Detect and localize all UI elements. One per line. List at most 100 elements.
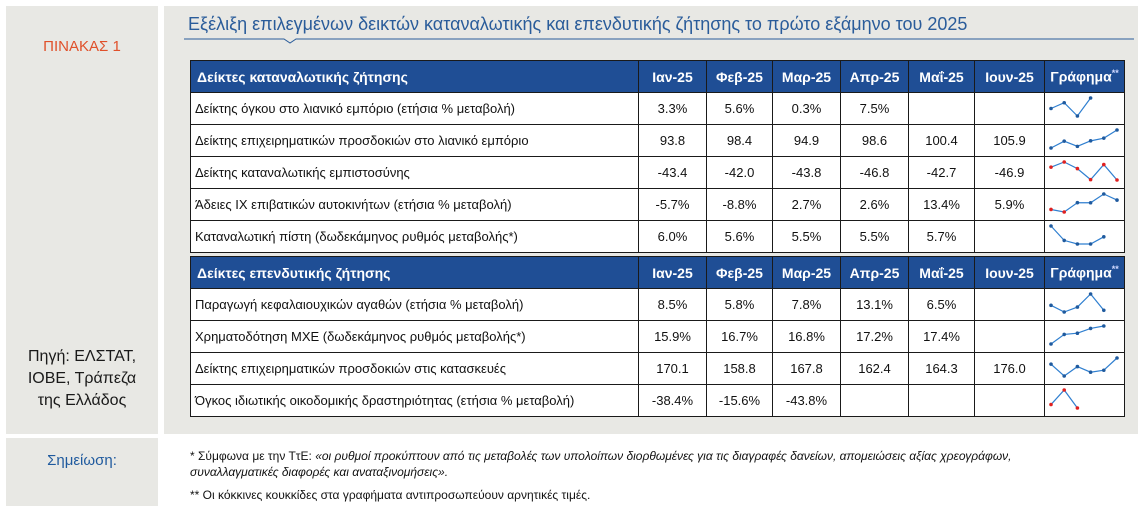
- value-cell: 164.3: [908, 352, 975, 385]
- sparkline-cell: [1044, 352, 1125, 385]
- value-cell: -38.4%: [638, 384, 707, 417]
- sparkline-cell: [1044, 124, 1125, 157]
- value-cell: 3.3%: [638, 92, 707, 125]
- table-row: Όγκος ιδιωτικής οικοδομικής δραστηριότητ…: [190, 384, 1125, 417]
- month-header: Φεβ-25: [706, 256, 773, 289]
- indicator-label: Δείκτης επιχειρηματικών προσδοκιών στις …: [190, 352, 639, 385]
- sparkline-point: [1102, 136, 1106, 140]
- value-cell: 93.8: [638, 124, 707, 157]
- sparkline-point: [1049, 362, 1053, 366]
- sparkline-point: [1088, 370, 1093, 375]
- title-underline: [184, 38, 1134, 44]
- value-cell: 0.3%: [772, 92, 841, 125]
- sparkline-cell: [1044, 220, 1125, 253]
- value-cell: 5.6%: [706, 92, 773, 125]
- sparkline-cell: [1044, 384, 1125, 417]
- sparkline-point: [1075, 331, 1080, 335]
- value-cell: -5.7%: [638, 188, 707, 221]
- value-cell: 8.5%: [638, 288, 707, 321]
- value-cell: 7.5%: [840, 92, 909, 125]
- sparkline-point: [1075, 144, 1080, 149]
- table-label: ΠΙΝΑΚΑΣ 1: [43, 38, 121, 55]
- value-cell: 5.8%: [706, 288, 773, 321]
- sparkline-point: [1075, 364, 1080, 369]
- sparkline-point: [1049, 303, 1053, 308]
- indicator-label: Δείκτης όγκου στο λιανικό εμπόριο (ετήσι…: [190, 92, 639, 125]
- sparkline-point: [1075, 242, 1080, 246]
- sparkline-cell: [1044, 156, 1125, 189]
- sparkline-point: [1102, 308, 1106, 313]
- sparkline-point: [1062, 310, 1066, 314]
- value-cell: 17.2%: [840, 320, 909, 353]
- month-header: Μαρ-25: [772, 256, 841, 289]
- sparkline-point: [1115, 198, 1119, 202]
- sparkline-line: [1050, 193, 1118, 213]
- table-row: Καταναλωτική πίστη (δωδεκάμηνος ρυθμός μ…: [190, 220, 1125, 253]
- sparkline-point: [1088, 96, 1093, 100]
- sparkline-point: [1049, 207, 1053, 212]
- value-cell: -46.9: [974, 156, 1045, 189]
- value-cell: 2.7%: [772, 188, 841, 221]
- value-cell: 105.9: [974, 124, 1045, 157]
- sparkline-cell: [1044, 92, 1125, 125]
- month-header: Μαρ-25: [772, 60, 841, 93]
- sparkline-point: [1102, 235, 1106, 239]
- value-cell: 13.1%: [840, 288, 909, 321]
- value-cell: 13.4%: [908, 188, 975, 221]
- value-cell: 17.4%: [908, 320, 975, 353]
- table-row: Δείκτης επιχειρηματικών προσδοκιών στο λ…: [190, 124, 1125, 157]
- value-cell: [908, 92, 975, 125]
- sparkline-chart: [1049, 224, 1106, 246]
- sparkline-line: [1050, 129, 1118, 149]
- sparkline-point: [1075, 114, 1080, 118]
- table-row: Δείκτης καταναλωτικής εμπιστοσύνης -43.4-…: [190, 156, 1125, 189]
- value-cell: [974, 220, 1045, 253]
- value-cell: 162.4: [840, 352, 909, 385]
- sparkline-point: [1115, 128, 1119, 132]
- source-line-1: Πηγή: ΕΛΣΤΑΤ,: [27, 348, 137, 365]
- sparkline-chart: [1049, 356, 1119, 378]
- chart-header-label: Γράφημα: [1050, 68, 1112, 85]
- month-header: Ιαν-25: [638, 60, 707, 93]
- consumer-demand-table: Δείκτες καταναλωτικής ζήτησης Ιαν-25 Φεβ…: [190, 60, 1125, 253]
- sparkline-chart: [1049, 192, 1119, 214]
- value-cell: 6.0%: [638, 220, 707, 253]
- sparkline-point: [1075, 166, 1080, 171]
- sparkline-point: [1102, 368, 1106, 373]
- sparkline-point: [1049, 342, 1053, 346]
- sparkline-point: [1049, 224, 1053, 228]
- source-note: Πηγή: ΕΛΣΤΑΤ, ΙΟΒΕ, Τράπεζα της Ελλάδος: [6, 346, 158, 412]
- value-cell: 15.9%: [638, 320, 707, 353]
- value-cell: [974, 384, 1045, 417]
- consumer-header: Δείκτες καταναλωτικής ζήτησης: [190, 60, 639, 93]
- month-header: Απρ-25: [840, 256, 909, 289]
- value-cell: 98.6: [840, 124, 909, 157]
- footnote-1-quote: «οι ρυθμοί προκύπτουν από τις μεταβολές …: [190, 449, 1012, 479]
- value-cell: 167.8: [772, 352, 841, 385]
- sparkline-cell: [1044, 188, 1125, 221]
- value-cell: 16.7%: [706, 320, 773, 353]
- value-cell: 98.4: [706, 124, 773, 157]
- value-cell: 5.7%: [908, 220, 975, 253]
- value-cell: 5.5%: [772, 220, 841, 253]
- footnote-1-prefix: * Σύμφωνα με την ΤτΕ:: [190, 449, 316, 463]
- sparkline-point: [1088, 177, 1093, 182]
- sparkline-cell: [1044, 288, 1125, 321]
- sparkline-point: [1088, 242, 1093, 246]
- indicator-label: Δείκτης επιχειρηματικών προσδοκιών στο λ…: [190, 124, 639, 157]
- sparkline-point: [1062, 160, 1066, 164]
- sparkline-chart: [1049, 388, 1080, 410]
- sparkline-point: [1102, 324, 1106, 328]
- sparkline-cell: [1044, 320, 1125, 353]
- table-row: Άδειες ΙΧ επιβατικών αυτοκινήτων (ετήσια…: [190, 188, 1125, 221]
- value-cell: 7.8%: [772, 288, 841, 321]
- sparkline-point: [1088, 200, 1093, 205]
- note-left-panel: Σημείωση:: [6, 438, 158, 506]
- chart-header-label: Γράφημα: [1050, 264, 1112, 281]
- value-cell: 100.4: [908, 124, 975, 157]
- value-cell: 5.5%: [840, 220, 909, 253]
- chart-header: Γράφημα**: [1044, 60, 1125, 93]
- sparkline-point: [1049, 165, 1053, 169]
- value-cell: -43.4: [638, 156, 707, 189]
- table-header-row: Δείκτες καταναλωτικής ζήτησης Ιαν-25 Φεβ…: [190, 60, 1125, 93]
